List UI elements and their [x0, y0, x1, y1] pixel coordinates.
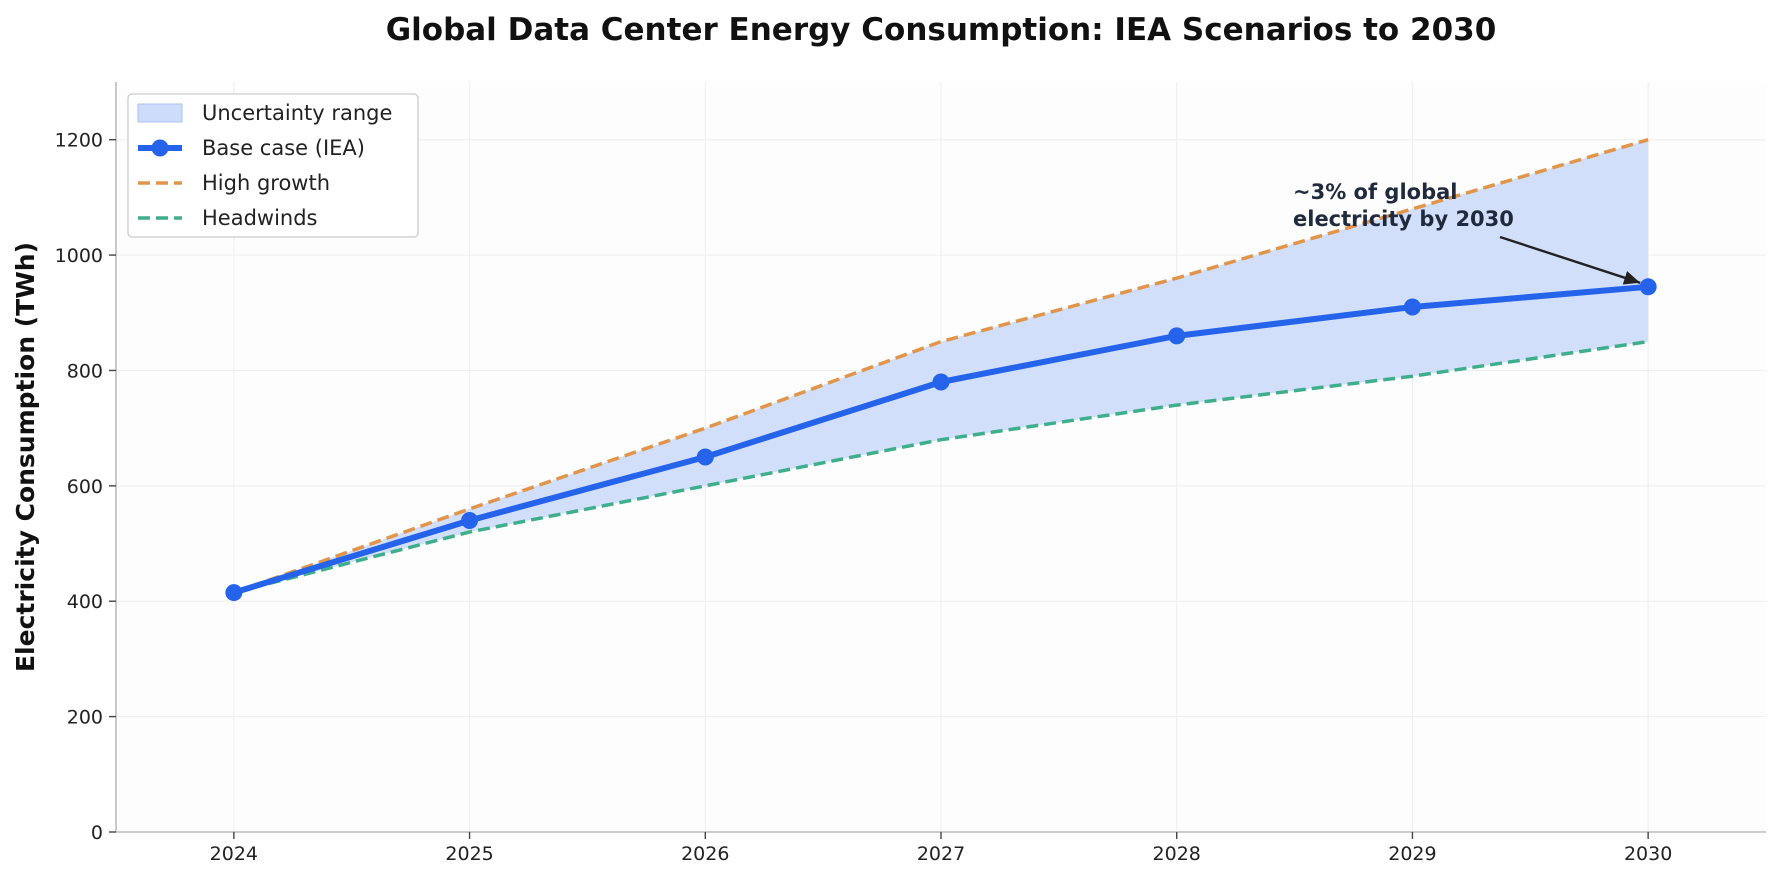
annotation-text: electricity by 2030 — [1293, 207, 1514, 231]
x-tick-label: 2028 — [1153, 843, 1201, 865]
chart-title: Global Data Center Energy Consumption: I… — [386, 12, 1497, 48]
y-axis-label: Electricity Consumption (TWh) — [11, 242, 40, 672]
x-tick-label: 2029 — [1388, 843, 1436, 865]
uncertainty-band — [233, 139, 1649, 593]
series-line-headwinds — [233, 339, 1649, 595]
data-point — [461, 511, 479, 529]
data-point — [225, 584, 243, 602]
data-point — [932, 373, 950, 391]
x-tick-label: 2026 — [681, 843, 729, 865]
legend-swatch-band — [137, 103, 183, 123]
legend-label: Headwinds — [202, 206, 318, 230]
y-tick-label: 600 — [67, 476, 103, 498]
y-tick-label: 0 — [91, 822, 103, 844]
legend-label: Base case (IEA) — [202, 136, 365, 160]
legend-label: Uncertainty range — [202, 101, 392, 125]
data-point — [1403, 298, 1421, 316]
y-tick-label: 1200 — [55, 130, 103, 152]
legend-entry-uncertainty-range: Uncertainty range — [137, 101, 392, 125]
legend-swatch-marker — [151, 139, 169, 157]
annotation-text: ~3% of global — [1293, 180, 1458, 204]
y-tick-label: 800 — [67, 360, 103, 382]
series-lines — [225, 138, 1657, 602]
legend-entry-base-case: Base case (IEA) — [138, 136, 365, 160]
legend-label: High growth — [202, 171, 330, 195]
legend-box — [127, 93, 419, 238]
data-point — [1639, 278, 1657, 296]
uncertainty-range-area — [233, 139, 1649, 593]
data-point — [1168, 327, 1186, 345]
x-tick-label: 2027 — [917, 843, 965, 865]
x-tick-label: 2024 — [210, 843, 258, 865]
data-point — [696, 448, 714, 466]
legend: Uncertainty range Base case (IEA) High gro… — [127, 93, 419, 238]
annotation: ~3% of global electricity by 2030 — [1293, 180, 1641, 285]
x-tick-label: 2025 — [445, 843, 493, 865]
grid — [116, 82, 1766, 833]
y-tick-label: 400 — [67, 591, 103, 613]
tick-labels: 0 200 400 600 800 1000 1200 2024 2025 2026 2027 202… — [55, 130, 1673, 865]
y-tick-label: 1000 — [55, 245, 103, 267]
annotation-arrow-head — [1622, 271, 1641, 285]
legend-entry-headwinds: Headwinds — [138, 206, 318, 230]
legend-entry-high-growth: High growth — [138, 171, 330, 195]
annotation-arrow-line — [1499, 235, 1641, 284]
x-tick-label: 2030 — [1624, 843, 1672, 865]
y-tick-label: 200 — [67, 707, 103, 729]
